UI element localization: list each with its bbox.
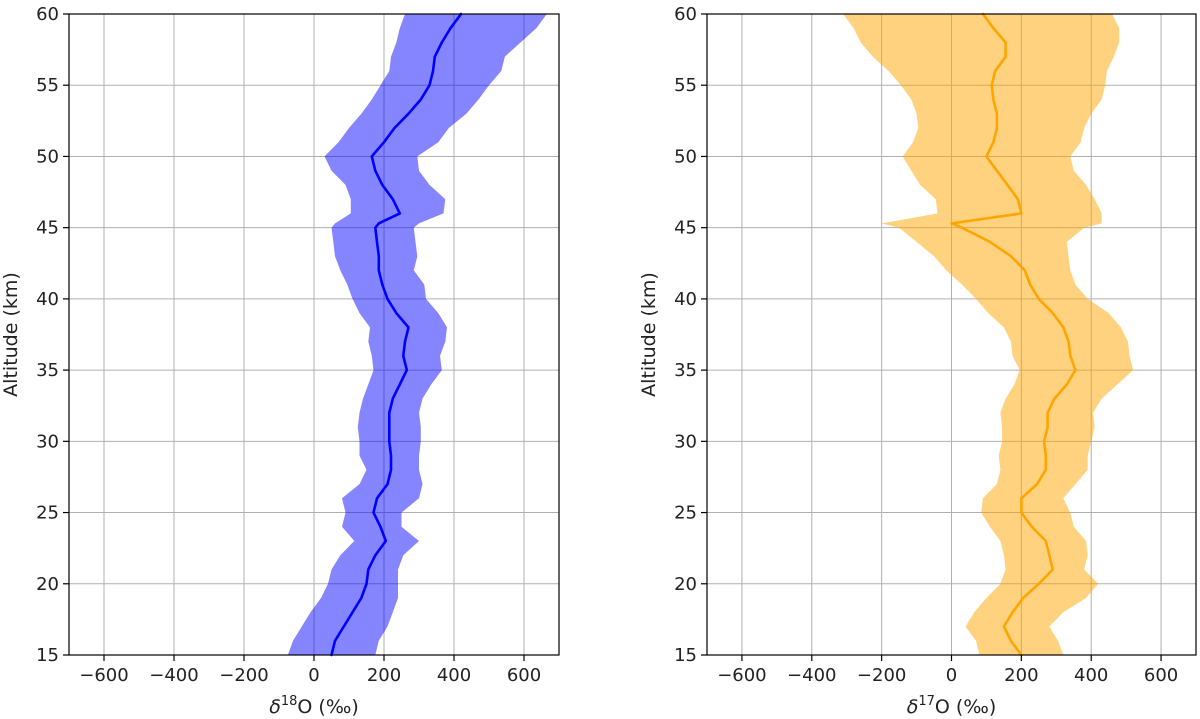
delta18O-y-tick-label: 30 xyxy=(36,431,59,452)
delta17O-x-tick-label: 600 xyxy=(1144,665,1178,686)
delta17O-y-tick-label: 35 xyxy=(674,360,697,381)
delta17O-x-tick-label: −400 xyxy=(787,665,836,686)
delta17O-y-tick-label: 20 xyxy=(674,574,697,595)
delta17O-x-tick-label: −200 xyxy=(857,665,906,686)
delta18O-x-tick-label: 600 xyxy=(507,665,541,686)
delta18O-y-tick-label: 25 xyxy=(36,503,59,524)
delta18O-x-tick-label: −400 xyxy=(149,665,198,686)
delta18O-x-tick-label: 400 xyxy=(437,665,471,686)
delta17O-uncertainty-band xyxy=(843,14,1134,655)
delta18O-y-tick-label: 20 xyxy=(36,574,59,595)
delta17O-y-tick-label: 15 xyxy=(674,645,697,666)
delta18O-uncertainty-band xyxy=(287,14,547,655)
delta17O-x-tick-label: −600 xyxy=(717,665,766,686)
delta18O-y-tick-label: 45 xyxy=(36,218,59,239)
delta18O-y-tick-label: 40 xyxy=(36,289,59,310)
delta18O-x-axis-label: δ18O (‰) xyxy=(269,694,359,718)
delta17O-y-tick-label: 45 xyxy=(674,218,697,239)
delta18O-y-tick-label: 15 xyxy=(36,645,59,666)
delta18O-x-tick-label: 200 xyxy=(367,665,401,686)
delta17O-x-axis-label: δ17O (‰) xyxy=(907,694,997,718)
delta18O-x-tick-label: 0 xyxy=(308,665,319,686)
delta17O-y-tick-label: 30 xyxy=(674,431,697,452)
delta17O-x-tick-label: 200 xyxy=(1004,665,1038,686)
delta17O-y-axis-label: Altitude (km) xyxy=(638,272,660,397)
delta18O-mean-profile-line xyxy=(330,12,463,657)
delta17O-x-tick-label: 400 xyxy=(1074,665,1108,686)
delta18O-y-tick-label: 60 xyxy=(36,4,59,25)
delta17O-y-tick-label: 25 xyxy=(674,503,697,524)
delta18O-x-tick-label: −600 xyxy=(79,665,128,686)
delta17O-x-tick-label: 0 xyxy=(946,665,957,686)
delta17O-y-tick-label: 40 xyxy=(674,289,697,310)
delta17O-y-tick-label: 55 xyxy=(674,75,697,96)
delta18O-x-tick-label: −200 xyxy=(219,665,268,686)
delta18O-y-tick-label: 35 xyxy=(36,360,59,381)
delta17O-mean-profile-line xyxy=(950,12,1077,657)
delta17O-panel: −600 −400 −200 0 200 400 600 15 20 25 30 35 40 45 50 55… xyxy=(638,4,1197,718)
delta18O-y-axis-label: Altitude (km) xyxy=(0,272,22,397)
delta18O-y-tick-label: 55 xyxy=(36,75,59,96)
delta18O-panel: −600 −400 −200 0 200 400 600 15 20 25 30 35 40 45 50 55… xyxy=(0,4,560,718)
delta17O-y-tick-label: 60 xyxy=(674,4,697,25)
delta17O-y-tick-label: 50 xyxy=(674,146,697,167)
delta18O-y-tick-label: 50 xyxy=(36,146,59,167)
